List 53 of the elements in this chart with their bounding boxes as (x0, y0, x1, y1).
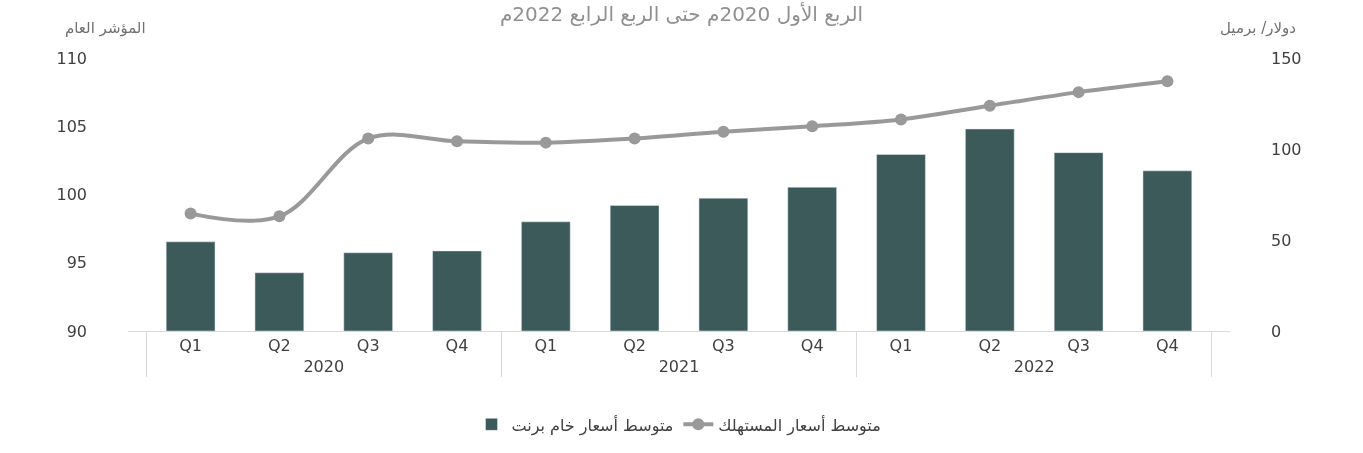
point (362, 132, 375, 145)
point (451, 135, 463, 148)
y-tick-label: 95 (66, 253, 87, 273)
point (983, 99, 996, 112)
point (628, 132, 641, 145)
y2-axis-title: دولار/ برميل (1220, 19, 1296, 37)
y-tick-label: 110 (56, 48, 87, 68)
bar (521, 221, 571, 331)
y-tick-label: 90 (66, 321, 87, 341)
bar (876, 154, 926, 331)
x-tick-label: Q3 (356, 336, 380, 356)
bar (1142, 170, 1193, 331)
y2-tick-label: 150 (1271, 48, 1302, 68)
text: 2020 (303, 357, 345, 377)
bar (965, 128, 1015, 331)
x-tick-label: Q4 (445, 336, 469, 356)
y2-tick-label: 0 (1271, 321, 1282, 341)
x-tick-label: Q4 (800, 336, 824, 356)
legend-label: متوسط أسعار المستهلك (718, 414, 881, 436)
y2-tick-label: 100 (1271, 139, 1302, 159)
bar (165, 241, 216, 331)
x-tick-label: Q1 (534, 336, 558, 356)
bar (432, 250, 482, 331)
y-tick-label: 100 (56, 185, 87, 205)
point (539, 136, 552, 149)
point (1161, 75, 1174, 88)
bar (609, 205, 660, 331)
y-tick-label: 105 (56, 116, 87, 136)
bar (343, 252, 393, 331)
chart-title: الربع الأول 2020م حتى الربع الرابع 2022م (499, 1, 864, 26)
bar (698, 197, 749, 331)
point (184, 207, 197, 220)
point (895, 113, 907, 126)
bar (787, 186, 837, 331)
point (806, 120, 819, 133)
x-tick-label: Q4 (1156, 336, 1179, 356)
text: 2022 (1013, 357, 1055, 377)
text: 2021 (658, 357, 700, 377)
point (717, 125, 730, 138)
legend-label: متوسط أسعار خام برنت (511, 414, 674, 436)
point (273, 210, 286, 223)
x-tick-label: Q2 (268, 336, 291, 356)
bar (254, 272, 305, 331)
bar (1053, 152, 1104, 331)
x-tick-label: Q3 (1067, 336, 1090, 356)
x-tick-label: Q2 (623, 336, 646, 356)
x-tick-label: Q2 (978, 336, 1002, 356)
x-tick-label: Q1 (179, 336, 202, 356)
x-tick-label: Q1 (889, 336, 913, 356)
y2-tick-label: 50 (1271, 230, 1292, 250)
point (1072, 86, 1085, 99)
x-tick-label: Q3 (712, 336, 735, 356)
y-axis-title: المؤشر العام (65, 19, 146, 37)
